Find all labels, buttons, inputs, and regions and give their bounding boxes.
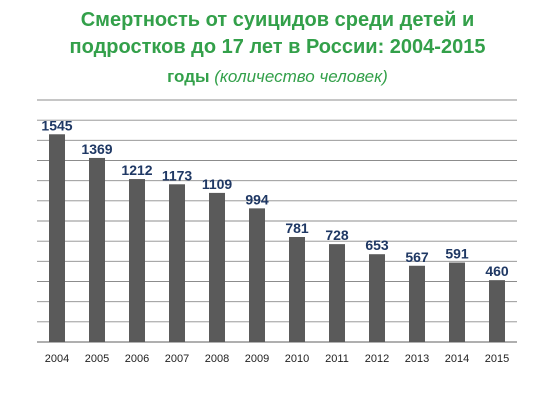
x-tick-label-2009: 2009 xyxy=(245,353,269,365)
data-label-2008: 1109 xyxy=(202,176,233,192)
bar-2009 xyxy=(249,208,265,342)
data-label-2011: 728 xyxy=(325,227,349,243)
bar-2015 xyxy=(489,280,505,342)
x-tick-label-2010: 2010 xyxy=(285,353,309,365)
x-tick-label-2012: 2012 xyxy=(365,353,389,365)
bar-2004 xyxy=(49,134,65,342)
bar-2013 xyxy=(409,265,425,342)
chart-title-line-2: подростков до 17 лет в России: 2004-2015 xyxy=(69,36,486,58)
x-tick-label-2014: 2014 xyxy=(445,353,469,365)
data-label-2007: 1173 xyxy=(162,167,193,183)
x-tick-label-2013: 2013 xyxy=(405,353,429,365)
x-tick-label-2008: 2008 xyxy=(205,353,229,365)
data-label-2012: 653 xyxy=(365,237,389,253)
chart-title-line-3: годы (количество человек) xyxy=(0,67,555,87)
bar-2012 xyxy=(369,254,385,342)
data-label-2014: 591 xyxy=(445,246,469,262)
data-label-2004: 1545 xyxy=(41,117,72,133)
data-label-2010: 781 xyxy=(285,220,309,236)
data-label-2005: 1369 xyxy=(81,141,112,157)
x-tick-label-2005: 2005 xyxy=(85,353,109,365)
x-tick-label-2011: 2011 xyxy=(325,353,349,365)
x-tick-label-2004: 2004 xyxy=(45,353,69,365)
bar-2007 xyxy=(169,184,185,342)
bar-2014 xyxy=(449,262,465,342)
chart-title-line-1: Смертность от суицидов среди детей и xyxy=(80,9,475,31)
data-label-2006: 1212 xyxy=(121,162,152,178)
x-tick-label-2007: 2007 xyxy=(165,353,189,365)
data-label-2015: 460 xyxy=(485,263,509,279)
bar-2008 xyxy=(209,192,225,342)
x-tick-label-2015: 2015 xyxy=(485,353,509,365)
data-label-2013: 567 xyxy=(405,249,429,265)
bar-2011 xyxy=(329,244,345,342)
chart-subtitle-units: (количество человек) xyxy=(214,67,388,86)
x-tick-label-2006: 2006 xyxy=(125,353,149,365)
chart-title-years: годы xyxy=(167,67,210,86)
data-label-2009: 994 xyxy=(245,191,269,207)
bar-2010 xyxy=(289,236,305,342)
bar-2006 xyxy=(129,179,145,342)
bar-2005 xyxy=(89,157,105,342)
